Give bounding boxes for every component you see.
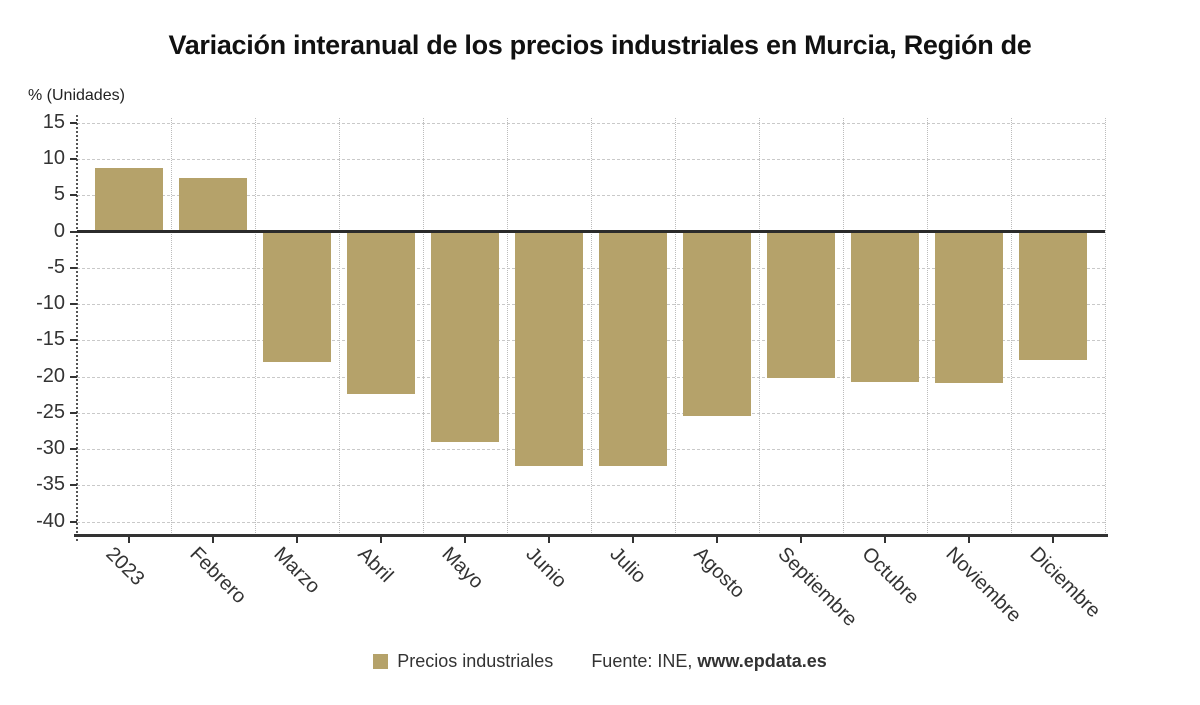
x-axis-tick-label: Marzo <box>269 543 325 598</box>
x-axis-tick-label: Febrero <box>185 543 251 609</box>
x-axis-tick <box>128 537 130 543</box>
y-axis-tick <box>70 266 77 269</box>
x-axis-tick-label: Diciembre <box>1025 543 1105 623</box>
bar <box>767 231 835 378</box>
y-axis-tick <box>70 194 77 197</box>
legend-series-label: Precios industriales <box>397 651 554 671</box>
gridline-x <box>339 118 340 535</box>
y-axis-unit-label: % (Unidades) <box>28 87 125 104</box>
bar <box>935 231 1003 384</box>
y-axis-tick-label: 15 <box>42 110 65 133</box>
gridline-x <box>423 118 424 535</box>
bar <box>1019 231 1087 360</box>
source-prefix: Fuente: INE, <box>591 651 698 671</box>
x-axis-tick-label: Abril <box>353 543 398 587</box>
y-axis-tick-label: -15 <box>36 328 65 351</box>
y-axis-tick <box>70 411 77 414</box>
y-axis-tick-label: -25 <box>36 400 65 423</box>
gridline-x <box>255 118 256 535</box>
x-axis-tick <box>968 537 970 543</box>
x-axis-tick-label: 2023 <box>101 543 149 591</box>
bar <box>263 231 331 362</box>
x-axis-tick <box>548 537 550 543</box>
y-axis-tick <box>70 230 77 233</box>
gridline-x <box>1105 118 1106 535</box>
x-axis-tick-label: Mayo <box>437 543 488 594</box>
chart-title: Variación interanual de los precios indu… <box>168 30 1032 60</box>
source-text: Fuente: INE, www.epdata.es <box>591 651 826 672</box>
legend-swatch <box>373 654 389 669</box>
gridline-x <box>591 118 592 535</box>
x-axis-tick-label: Junio <box>521 543 571 593</box>
y-axis-tick <box>70 158 77 160</box>
bar <box>431 231 499 442</box>
x-axis-tick <box>296 537 298 543</box>
y-axis-tick <box>70 520 77 523</box>
x-axis-tick <box>1052 537 1054 543</box>
bar <box>95 167 163 232</box>
y-axis-tick <box>70 484 77 487</box>
y-axis-tick-label: -40 <box>36 509 65 532</box>
x-axis-tick <box>884 537 886 543</box>
y-axis-tick-label: -5 <box>47 255 65 278</box>
source-site-link: www.epdata.es <box>697 651 827 671</box>
y-axis-tick <box>70 448 77 450</box>
x-axis-tick <box>716 537 718 543</box>
gridline-x <box>1011 118 1012 535</box>
gridline-x <box>927 118 928 535</box>
x-axis-tick-label: Septiembre <box>773 543 862 631</box>
x-axis-tick-label: Julio <box>605 543 651 588</box>
x-axis-tick <box>800 537 802 543</box>
legend: Precios industriales Fuente: INE, www.ep… <box>0 651 1200 672</box>
bar <box>347 231 415 394</box>
y-axis-tick <box>70 339 77 342</box>
x-axis-tick <box>380 537 382 543</box>
bar <box>683 231 751 416</box>
gridline-x <box>171 118 172 535</box>
y-axis-tick-label: -30 <box>36 437 65 460</box>
x-axis-tick <box>212 537 214 543</box>
x-axis-tick-label: Octubre <box>857 543 924 609</box>
x-axis-line <box>74 534 1108 537</box>
bar <box>851 231 919 382</box>
zero-line <box>77 230 1105 233</box>
gridline-x <box>759 118 760 535</box>
y-axis-tick-label: 5 <box>53 183 65 206</box>
x-axis-tick-label: Noviembre <box>941 543 1026 627</box>
y-axis-tick-label: -35 <box>36 473 65 496</box>
y-axis-tick-label: 0 <box>53 219 65 242</box>
x-axis-tick <box>632 537 634 543</box>
y-axis-tick <box>70 303 77 305</box>
gridline-x <box>843 118 844 535</box>
y-axis-tick-label: -20 <box>36 364 65 387</box>
y-axis-tick <box>70 121 77 124</box>
bar <box>599 231 667 466</box>
x-axis-tick <box>464 537 466 543</box>
gridline-x <box>675 118 676 535</box>
bar <box>515 231 583 467</box>
gridline-x <box>507 118 508 535</box>
y-axis-tick-label: -10 <box>36 292 65 315</box>
y-axis-line <box>76 115 78 541</box>
bar <box>179 177 247 232</box>
y-axis-tick-label: 10 <box>42 147 65 170</box>
y-axis-tick <box>70 375 77 378</box>
x-axis-tick-label: Agosto <box>689 543 750 603</box>
